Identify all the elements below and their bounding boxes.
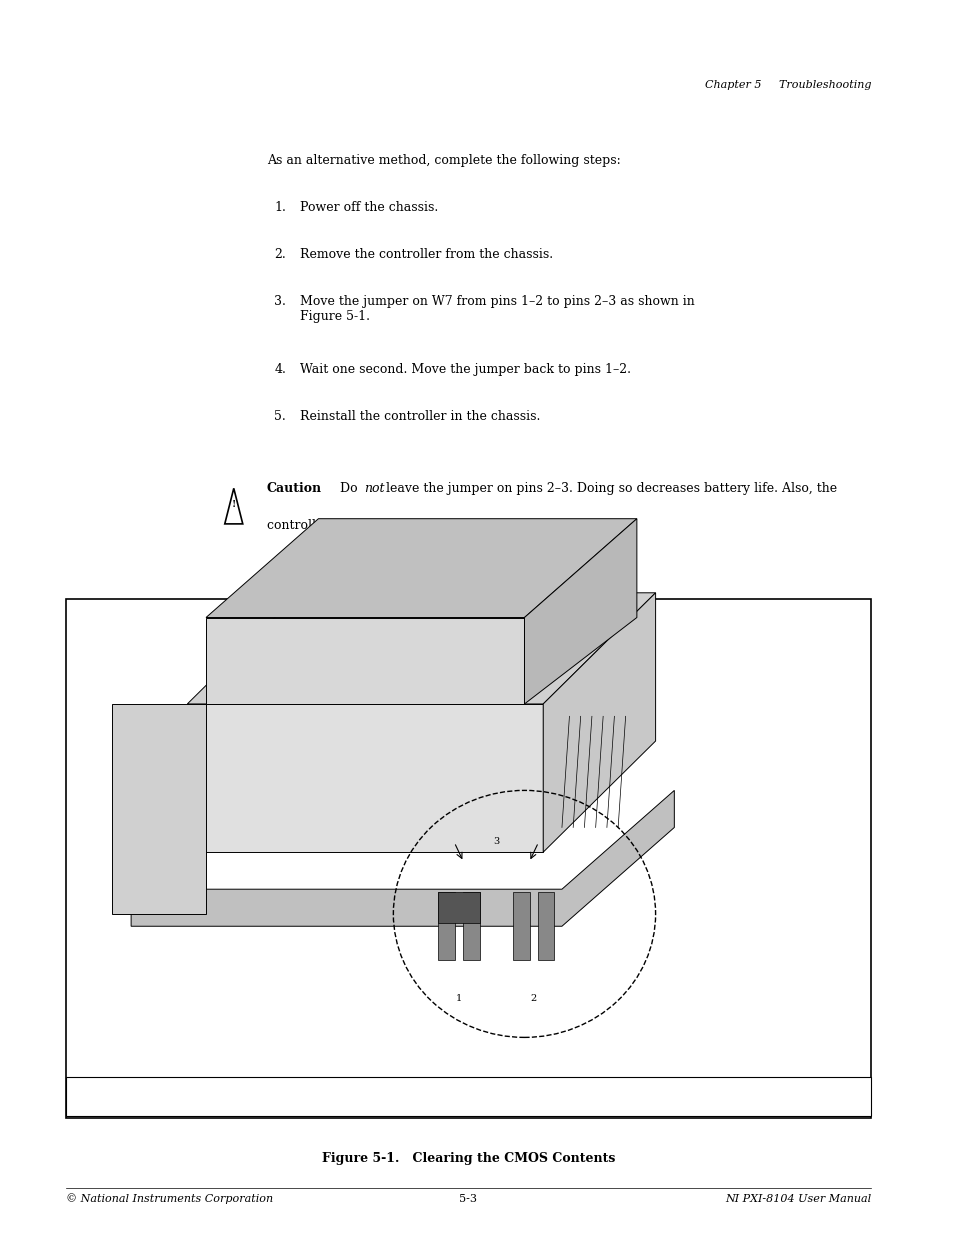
Text: 3: 3: [493, 837, 499, 846]
Text: 5-3: 5-3: [458, 1194, 476, 1204]
Text: Figure 5-1.   Clearing the CMOS Contents: Figure 5-1. Clearing the CMOS Contents: [321, 1152, 615, 1166]
Text: not: not: [364, 482, 384, 495]
Text: 3   Pin 1: 3 Pin 1: [608, 1092, 651, 1102]
Text: 2   Clear CMOS Contents: 2 Clear CMOS Contents: [346, 1092, 479, 1102]
Text: © National Instruments Corporation: © National Instruments Corporation: [66, 1193, 273, 1204]
Text: 3.: 3.: [274, 295, 286, 309]
Text: Reinstall the controller in the chassis.: Reinstall the controller in the chassis.: [299, 410, 539, 424]
Text: Do: Do: [328, 482, 361, 495]
Text: Caution: Caution: [267, 482, 322, 495]
Text: Move the jumper on W7 from pins 1–2 to pins 2–3 as shown in
Figure 5-1.: Move the jumper on W7 from pins 1–2 to p…: [299, 295, 694, 324]
Text: Chapter 5     Troubleshooting: Chapter 5 Troubleshooting: [703, 80, 870, 90]
Polygon shape: [524, 519, 637, 704]
FancyBboxPatch shape: [437, 892, 455, 961]
Polygon shape: [187, 704, 542, 852]
FancyBboxPatch shape: [513, 892, 530, 961]
Polygon shape: [206, 519, 637, 618]
Text: 1   Normal Operation (Default): 1 Normal Operation (Default): [84, 1092, 247, 1102]
Text: NI PXI-8104 User Manual: NI PXI-8104 User Manual: [724, 1194, 870, 1204]
Text: !: !: [232, 500, 235, 509]
Text: 2: 2: [530, 994, 537, 1003]
Text: 4.: 4.: [274, 363, 286, 377]
Polygon shape: [187, 593, 655, 704]
Text: leave the jumper on pins 2–3. Doing so decreases battery life. Also, the: leave the jumper on pins 2–3. Doing so d…: [382, 482, 837, 495]
Text: 1.: 1.: [274, 201, 286, 215]
Text: controller will not boot.: controller will not boot.: [267, 519, 416, 532]
Text: Remove the controller from the chassis.: Remove the controller from the chassis.: [299, 248, 552, 262]
Text: Wait one second. Move the jumper back to pins 1–2.: Wait one second. Move the jumper back to…: [299, 363, 630, 377]
Polygon shape: [206, 618, 524, 704]
FancyBboxPatch shape: [537, 892, 554, 961]
Polygon shape: [542, 593, 655, 852]
FancyBboxPatch shape: [437, 892, 479, 924]
FancyBboxPatch shape: [66, 1077, 870, 1116]
Text: 5.: 5.: [274, 410, 286, 424]
FancyBboxPatch shape: [462, 892, 479, 961]
FancyBboxPatch shape: [66, 599, 870, 1118]
Text: 2.: 2.: [274, 248, 286, 262]
Text: As an alternative method, complete the following steps:: As an alternative method, complete the f…: [267, 154, 620, 168]
Text: 1: 1: [456, 994, 461, 1003]
Polygon shape: [131, 790, 674, 926]
Text: Power off the chassis.: Power off the chassis.: [299, 201, 437, 215]
Polygon shape: [112, 704, 206, 914]
